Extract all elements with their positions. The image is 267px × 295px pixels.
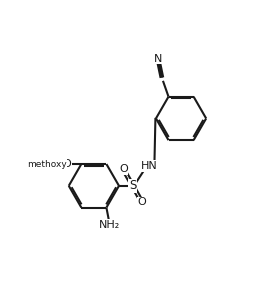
Text: O: O [119, 164, 128, 174]
Text: O: O [62, 159, 71, 169]
Text: S: S [129, 179, 136, 192]
Text: O: O [138, 197, 146, 207]
Text: methoxy: methoxy [27, 160, 67, 168]
Text: HN: HN [141, 161, 158, 171]
Text: NH₂: NH₂ [99, 220, 120, 230]
Text: N: N [154, 54, 162, 64]
